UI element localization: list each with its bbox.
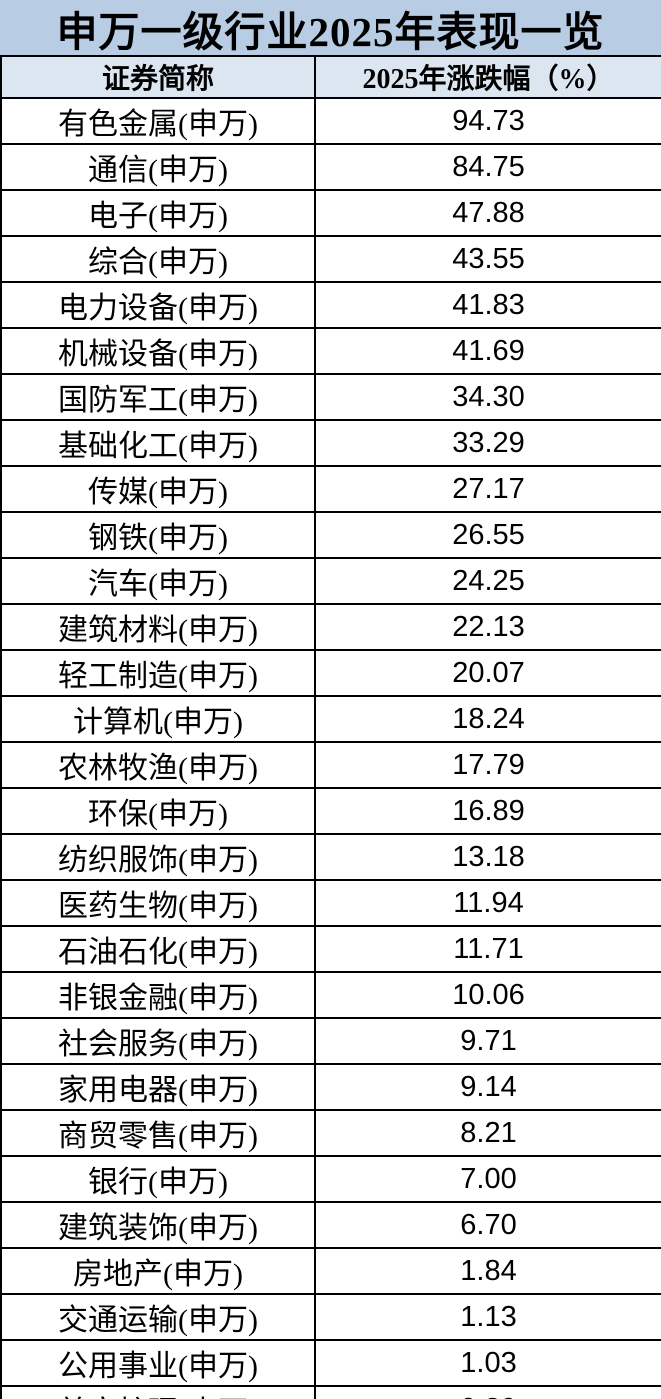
industry-name-cell: 有色金属(申万) (0, 97, 316, 145)
industry-name-cell: 电子(申万) (0, 189, 316, 237)
table-row: 银行(申万) 7.00 (0, 1155, 661, 1203)
change-value-cell: 9.71 (314, 1017, 661, 1065)
table-row: 纺织服饰(申万) 13.18 (0, 833, 661, 881)
industry-name-cell: 环保(申万) (0, 787, 316, 835)
change-value-cell: 13.18 (314, 833, 661, 881)
table-row: 社会服务(申万) 9.71 (0, 1017, 661, 1065)
industry-name-cell: 基础化工(申万) (0, 419, 316, 467)
table-row: 机械设备(申万) 41.69 (0, 327, 661, 375)
industry-name-cell: 轻工制造(申万) (0, 649, 316, 697)
change-value-cell: 17.79 (314, 741, 661, 789)
industry-performance-table: 证券简称 2025年涨跌幅（%） 有色金属(申万) 94.73 通信(申万) 8… (0, 55, 661, 1399)
change-value-cell: 9.14 (314, 1063, 661, 1111)
change-value-cell: 24.25 (314, 557, 661, 605)
industry-name-cell: 通信(申万) (0, 143, 316, 191)
change-value-cell: 18.24 (314, 695, 661, 743)
industry-name-cell: 汽车(申万) (0, 557, 316, 605)
table-row: 电子(申万) 47.88 (0, 189, 661, 237)
industry-name-cell: 家用电器(申万) (0, 1063, 316, 1111)
column-header-change: 2025年涨跌幅（%） (314, 55, 661, 99)
table-row: 非银金融(申万) 10.06 (0, 971, 661, 1019)
table-row: 汽车(申万) 24.25 (0, 557, 661, 605)
table-row: 建筑装饰(申万) 6.70 (0, 1201, 661, 1249)
industry-name-cell: 农林牧渔(申万) (0, 741, 316, 789)
table-row: 电力设备(申万) 41.83 (0, 281, 661, 329)
change-value-cell: 20.07 (314, 649, 661, 697)
change-value-cell: 26.55 (314, 511, 661, 559)
table-row: 美容护理(申万) 0.39 (0, 1385, 661, 1399)
table-row: 环保(申万) 16.89 (0, 787, 661, 835)
industry-name-cell: 非银金融(申万) (0, 971, 316, 1019)
industry-name-cell: 纺织服饰(申万) (0, 833, 316, 881)
industry-name-cell: 建筑装饰(申万) (0, 1201, 316, 1249)
change-value-cell: 22.13 (314, 603, 661, 651)
change-value-cell: 41.69 (314, 327, 661, 375)
change-value-cell: 84.75 (314, 143, 661, 191)
change-value-cell: 10.06 (314, 971, 661, 1019)
change-value-cell: 94.73 (314, 97, 661, 145)
table-row: 医药生物(申万) 11.94 (0, 879, 661, 927)
page-title: 申万一级行业2025年表现一览 (0, 0, 661, 55)
industry-name-cell: 钢铁(申万) (0, 511, 316, 559)
table-row: 综合(申万) 43.55 (0, 235, 661, 283)
change-value-cell: 8.21 (314, 1109, 661, 1157)
change-value-cell: 1.03 (314, 1339, 661, 1387)
industry-name-cell: 传媒(申万) (0, 465, 316, 513)
table-row: 农林牧渔(申万) 17.79 (0, 741, 661, 789)
table-row: 有色金属(申万) 94.73 (0, 97, 661, 145)
industry-name-cell: 医药生物(申万) (0, 879, 316, 927)
change-value-cell: 43.55 (314, 235, 661, 283)
table-row: 交通运输(申万) 1.13 (0, 1293, 661, 1341)
table-row: 轻工制造(申万) 20.07 (0, 649, 661, 697)
table-row: 房地产(申万) 1.84 (0, 1247, 661, 1295)
industry-name-cell: 社会服务(申万) (0, 1017, 316, 1065)
industry-name-cell: 商贸零售(申万) (0, 1109, 316, 1157)
change-value-cell: 0.39 (314, 1385, 661, 1399)
change-value-cell: 47.88 (314, 189, 661, 237)
change-value-cell: 11.71 (314, 925, 661, 973)
table-row: 石油石化(申万) 11.71 (0, 925, 661, 973)
industry-name-cell: 电力设备(申万) (0, 281, 316, 329)
table-row: 商贸零售(申万) 8.21 (0, 1109, 661, 1157)
change-value-cell: 11.94 (314, 879, 661, 927)
column-header-name: 证券简称 (0, 55, 316, 99)
change-value-cell: 27.17 (314, 465, 661, 513)
header-row: 证券简称 2025年涨跌幅（%） (0, 55, 661, 99)
table-row: 基础化工(申万) 33.29 (0, 419, 661, 467)
change-value-cell: 34.30 (314, 373, 661, 421)
table-body: 有色金属(申万) 94.73 通信(申万) 84.75 电子(申万) 47.88… (0, 97, 661, 1399)
industry-name-cell: 计算机(申万) (0, 695, 316, 743)
industry-name-cell: 交通运输(申万) (0, 1293, 316, 1341)
industry-name-cell: 公用事业(申万) (0, 1339, 316, 1387)
industry-name-cell: 银行(申万) (0, 1155, 316, 1203)
change-value-cell: 41.83 (314, 281, 661, 329)
table-row: 公用事业(申万) 1.03 (0, 1339, 661, 1387)
industry-name-cell: 机械设备(申万) (0, 327, 316, 375)
industry-name-cell: 房地产(申万) (0, 1247, 316, 1295)
table-row: 钢铁(申万) 26.55 (0, 511, 661, 559)
table-row: 计算机(申万) 18.24 (0, 695, 661, 743)
industry-name-cell: 建筑材料(申万) (0, 603, 316, 651)
table-row: 传媒(申万) 27.17 (0, 465, 661, 513)
change-value-cell: 16.89 (314, 787, 661, 835)
table-row: 建筑材料(申万) 22.13 (0, 603, 661, 651)
table-header: 证券简称 2025年涨跌幅（%） (0, 55, 661, 99)
change-value-cell: 1.84 (314, 1247, 661, 1295)
change-value-cell: 33.29 (314, 419, 661, 467)
change-value-cell: 6.70 (314, 1201, 661, 1249)
industry-name-cell: 石油石化(申万) (0, 925, 316, 973)
industry-name-cell: 国防军工(申万) (0, 373, 316, 421)
table-row: 国防军工(申万) 34.30 (0, 373, 661, 421)
change-value-cell: 1.13 (314, 1293, 661, 1341)
industry-name-cell: 综合(申万) (0, 235, 316, 283)
table-row: 家用电器(申万) 9.14 (0, 1063, 661, 1111)
table-row: 通信(申万) 84.75 (0, 143, 661, 191)
industry-name-cell: 美容护理(申万) (0, 1385, 316, 1399)
change-value-cell: 7.00 (314, 1155, 661, 1203)
